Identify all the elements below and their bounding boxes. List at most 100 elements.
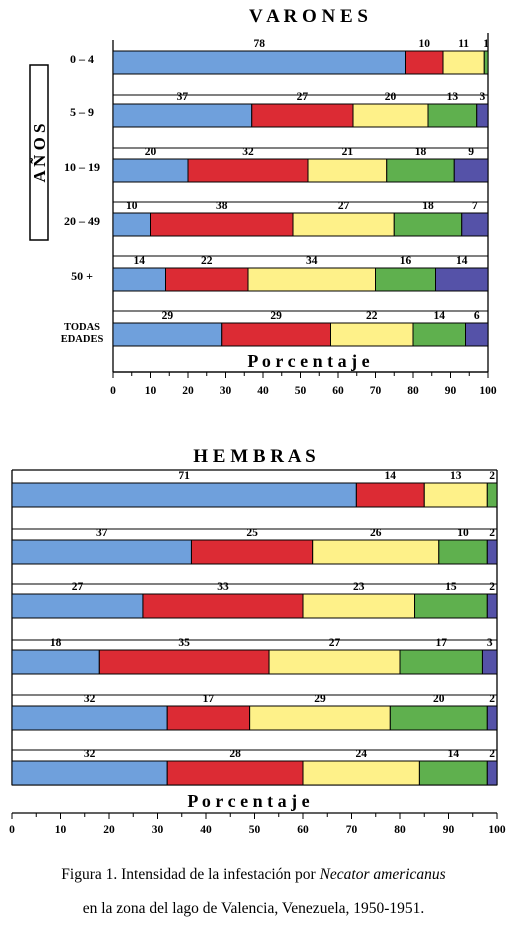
varones-data-label: 18 bbox=[415, 146, 427, 158]
varones-data-label: 7 bbox=[472, 200, 478, 212]
varones-x-axis-label: P o r c e n t a j e bbox=[247, 351, 369, 371]
hembras-x-axis-label: P o r c e n t a j e bbox=[187, 791, 309, 811]
varones-bar-segment bbox=[330, 322, 414, 347]
varones-bar-segment bbox=[427, 103, 478, 128]
hembras-data-label: 2 bbox=[489, 581, 495, 593]
hembras-x-tick-label: 80 bbox=[394, 824, 406, 836]
varones-data-label: 14 bbox=[456, 255, 468, 267]
varones-data-label: 29 bbox=[162, 310, 174, 322]
varones-bar-segment bbox=[112, 50, 406, 75]
hembras-bar-segment bbox=[249, 705, 391, 731]
varones-bar-segment bbox=[112, 212, 151, 237]
varones-data-label: 78 bbox=[254, 38, 266, 50]
hembras-data-label: 26 bbox=[370, 527, 382, 539]
varones-bar-segment bbox=[165, 267, 249, 292]
hembras-data-label: 25 bbox=[246, 527, 258, 539]
hembras-x-tick-label: 70 bbox=[346, 824, 358, 836]
hembras-data-label: 35 bbox=[178, 637, 190, 649]
varones-x-tick-label: 10 bbox=[145, 385, 157, 397]
varones-data-label: 11 bbox=[458, 38, 469, 50]
varones-category-label: EDADES bbox=[61, 334, 104, 345]
varones-x-tick-label: 30 bbox=[220, 385, 232, 397]
varones-x-tick-label: 20 bbox=[182, 385, 194, 397]
side-label: A Ñ O S bbox=[30, 123, 49, 182]
varones-data-label: 20 bbox=[145, 146, 157, 158]
varones-bar-segment bbox=[453, 158, 489, 183]
varones-x-tick-label: 40 bbox=[257, 385, 269, 397]
varones-title: V A R O N E S bbox=[249, 6, 368, 27]
varones-bar-segment bbox=[483, 50, 489, 75]
varones-bar-segment bbox=[251, 103, 354, 128]
varones-data-label: 13 bbox=[447, 91, 459, 103]
hembras-data-label: 20 bbox=[433, 693, 445, 705]
hembras-bar-segment bbox=[11, 539, 192, 565]
hembras-data-label: 2 bbox=[489, 693, 495, 705]
varones-bar-segment bbox=[307, 158, 388, 183]
caption-line-2: en la zona del lago de Valencia, Venezue… bbox=[82, 900, 425, 917]
hembras-data-label: 2 bbox=[489, 748, 495, 760]
hembras-data-label: 27 bbox=[72, 581, 84, 593]
hembras-title: H E M B R A S bbox=[193, 446, 315, 467]
hembras-data-label: 18 bbox=[50, 637, 62, 649]
varones-data-label: 22 bbox=[366, 310, 378, 322]
varones-x-tick-label: 90 bbox=[445, 385, 457, 397]
varones-bar-segment bbox=[187, 158, 309, 183]
varones-data-label: 18 bbox=[422, 200, 434, 212]
varones-bar-segment bbox=[247, 267, 376, 292]
varones-data-label: 27 bbox=[338, 200, 350, 212]
hembras-x-tick-label: 10 bbox=[55, 824, 67, 836]
varones-data-label: 6 bbox=[474, 310, 480, 322]
varones-data-label: 1 bbox=[483, 38, 489, 50]
hembras-data-label: 14 bbox=[448, 748, 460, 760]
hembras-bar-segment bbox=[190, 539, 314, 565]
caption-prefix: Figura 1. Intensidad de la infestación p… bbox=[61, 866, 320, 883]
hembras-bar-segment bbox=[486, 482, 498, 508]
varones-bar-segment bbox=[465, 322, 489, 347]
varones-x-tick-label: 0 bbox=[110, 385, 116, 397]
varones-data-label: 14 bbox=[134, 255, 146, 267]
hembras-data-label: 2 bbox=[489, 527, 495, 539]
hembras-bar-segment bbox=[302, 593, 416, 619]
hembras-bar-segment bbox=[486, 760, 498, 786]
varones-bar-segment bbox=[150, 212, 294, 237]
varones-bar-segment bbox=[393, 212, 463, 237]
caption-line-1: Figura 1. Intensidad de la infestación p… bbox=[0, 866, 507, 884]
hembras-x-tick-label: 60 bbox=[297, 824, 309, 836]
hembras-bar-segment bbox=[414, 593, 488, 619]
varones-bar-segment bbox=[292, 212, 395, 237]
varones-bar-segment bbox=[112, 267, 166, 292]
varones-bar-segment bbox=[476, 103, 489, 128]
varones-category-label: 50 + bbox=[71, 269, 93, 283]
hembras-bar-segment bbox=[486, 705, 498, 731]
hembras-data-label: 2 bbox=[489, 470, 495, 482]
varones-data-label: 27 bbox=[297, 91, 309, 103]
hembras-bar-segment bbox=[11, 705, 168, 731]
varones-data-label: 22 bbox=[201, 255, 213, 267]
hembras-bar-segment bbox=[11, 649, 100, 675]
hembras-data-label: 33 bbox=[217, 581, 229, 593]
varones-x-tick-label: 100 bbox=[479, 385, 497, 397]
hembras-data-label: 10 bbox=[457, 527, 469, 539]
hembras-bar-segment bbox=[389, 705, 488, 731]
hembras-bar-segment bbox=[11, 593, 144, 619]
varones-x-tick-label: 80 bbox=[407, 385, 419, 397]
varones-data-label: 20 bbox=[385, 91, 397, 103]
varones-category-label: 20 – 49 bbox=[64, 214, 100, 228]
varones-data-label: 34 bbox=[306, 255, 318, 267]
hembras-data-label: 32 bbox=[84, 693, 96, 705]
hembras-bar-segment bbox=[418, 760, 488, 786]
hembras-x-tick-label: 30 bbox=[152, 824, 164, 836]
side-label-box bbox=[29, 64, 49, 241]
varones-data-label: 32 bbox=[242, 146, 254, 158]
hembras-data-label: 28 bbox=[229, 748, 241, 760]
hembras-data-label: 29 bbox=[314, 693, 326, 705]
varones-data-label: 37 bbox=[177, 91, 189, 103]
hembras-x-tick-label: 40 bbox=[200, 824, 212, 836]
varones-data-label: 3 bbox=[480, 91, 486, 103]
varones-data-label: 9 bbox=[468, 146, 474, 158]
varones-data-label: 16 bbox=[400, 255, 412, 267]
hembras-bar-segment bbox=[423, 482, 488, 508]
hembras-bar-segment bbox=[481, 649, 498, 675]
hembras-data-label: 15 bbox=[445, 581, 457, 593]
varones-data-label: 38 bbox=[216, 200, 228, 212]
